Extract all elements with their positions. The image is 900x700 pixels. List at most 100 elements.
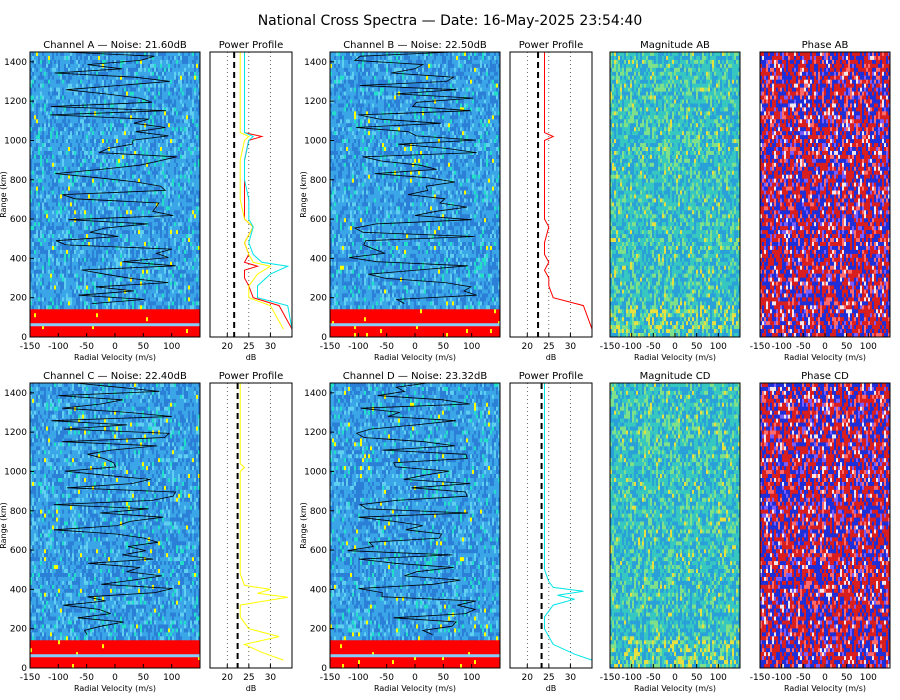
x-tick-label: 50 [438,342,450,352]
y-tick-label: 1400 [4,58,27,68]
spectrum-cells [330,383,500,668]
y-tick-label: 800 [310,507,327,517]
x-tick-label: -150 [600,673,621,683]
x-tick-label: 50 [438,673,450,683]
x-axis-label: dB [246,353,257,362]
y-axis-label: Range (km) [299,171,308,218]
panel-frame [210,52,292,337]
x-tick-label: 25 [543,342,554,352]
x-tick-label: -50 [379,342,394,352]
panel-title: Phase AB [802,40,849,51]
x-tick-label: 20 [522,673,534,683]
x-axis-label: Radial Velocity (m/s) [374,684,456,693]
y-tick-label: 1000 [304,467,327,477]
figure-title: National Cross Spectra — Date: 16-May-20… [258,13,643,29]
x-axis-label: Radial Velocity (m/s) [74,353,156,362]
spectrum-cells [760,383,890,668]
y-tick-label: 400 [10,585,27,595]
y-tick-label: 1000 [4,467,27,477]
low-range-band [30,323,200,326]
y-tick-label: 400 [10,254,27,264]
x-tick-label: 100 [710,342,727,352]
x-axis-label: Radial Velocity (m/s) [784,684,866,693]
y-tick-label: 1000 [304,136,327,146]
x-axis-label: dB [546,684,557,693]
x-tick-label: -50 [796,342,811,352]
x-tick-label: 30 [265,342,277,352]
y-tick-label: 1400 [304,389,327,399]
y-tick-label: 1200 [4,428,27,438]
x-tick-label: -100 [621,673,642,683]
panel-frame [210,383,292,668]
x-tick-label: 0 [412,342,418,352]
profile-series-1 [240,383,288,660]
x-tick-label: -100 [348,342,369,352]
y-tick-label: 200 [10,294,27,304]
y-tick-label: 1400 [304,58,327,68]
y-tick-label: 600 [310,546,327,556]
x-tick-label: 0 [822,342,828,352]
y-tick-label: 1200 [304,428,327,438]
y-tick-label: 800 [10,176,27,186]
y-tick-label: 200 [310,294,327,304]
cross-spectra-figure: National Cross Spectra — Date: 16-May-20… [0,0,900,700]
spectrum-cells [610,383,740,668]
profile-series-1 [245,52,293,329]
x-tick-label: 50 [138,673,150,683]
x-tick-label: 50 [841,342,853,352]
profile-series-1 [545,383,593,660]
y-tick-label: 400 [310,585,327,595]
y-tick-label: 800 [310,176,327,186]
y-axis-label: Range (km) [0,502,8,549]
x-tick-label: -150 [320,342,341,352]
panel-title: Channel B — Noise: 22.50dB [343,40,487,51]
x-tick-label: -100 [348,673,369,683]
y-tick-label: 600 [10,546,27,556]
x-tick-label: -50 [646,342,661,352]
y-tick-label: 1400 [4,389,27,399]
x-tick-label: -150 [20,342,41,352]
panel-3: Channel B — Noise: 22.50dB -150 -100 -50 0 50… [299,40,500,362]
panel-title: Power Profile [219,40,284,51]
profile-series-1 [545,52,593,329]
y-tick-label: 200 [10,625,27,635]
low-range-band [30,654,200,657]
y-axis-label: Range (km) [299,502,308,549]
x-tick-label: 20 [222,342,234,352]
x-tick-label: 30 [565,342,577,352]
panel-title: Power Profile [219,371,284,382]
profile-series-3 [245,52,293,329]
panel-title: Power Profile [519,40,584,51]
x-tick-label: -50 [79,342,94,352]
x-axis-label: Radial Velocity (m/s) [634,684,716,693]
panel-7: Channel C — Noise: 22.40dB-150 -100 -50 0 50… [0,371,200,693]
y-tick-label: 600 [10,215,27,225]
x-tick-label: -100 [621,342,642,352]
y-tick-label: 200 [310,625,327,635]
x-tick-label: 0 [112,342,118,352]
panel-title: Phase CD [801,371,849,382]
panel-frame [510,383,592,668]
panel-1: Channel A — Noise: 21.60dB-150 -100 -50 0 50… [0,40,200,362]
x-tick-label: -100 [771,342,792,352]
x-tick-label: 100 [463,673,480,683]
x-axis-label: Radial Velocity (m/s) [374,353,456,362]
x-tick-label: -150 [320,673,341,683]
x-tick-label: 0 [412,673,418,683]
panel-title: Channel A — Noise: 21.60dB [43,40,187,51]
y-tick-label: 1000 [4,136,27,146]
x-tick-label: 100 [163,342,180,352]
x-tick-label: 30 [565,673,577,683]
x-tick-label: 50 [138,342,150,352]
spectrum-cells [760,52,890,337]
x-tick-label: 20 [222,673,234,683]
y-tick-label: 800 [10,507,27,517]
x-tick-label: 25 [243,342,254,352]
x-axis-label: Radial Velocity (m/s) [784,353,866,362]
spectrum-cells [610,52,740,337]
